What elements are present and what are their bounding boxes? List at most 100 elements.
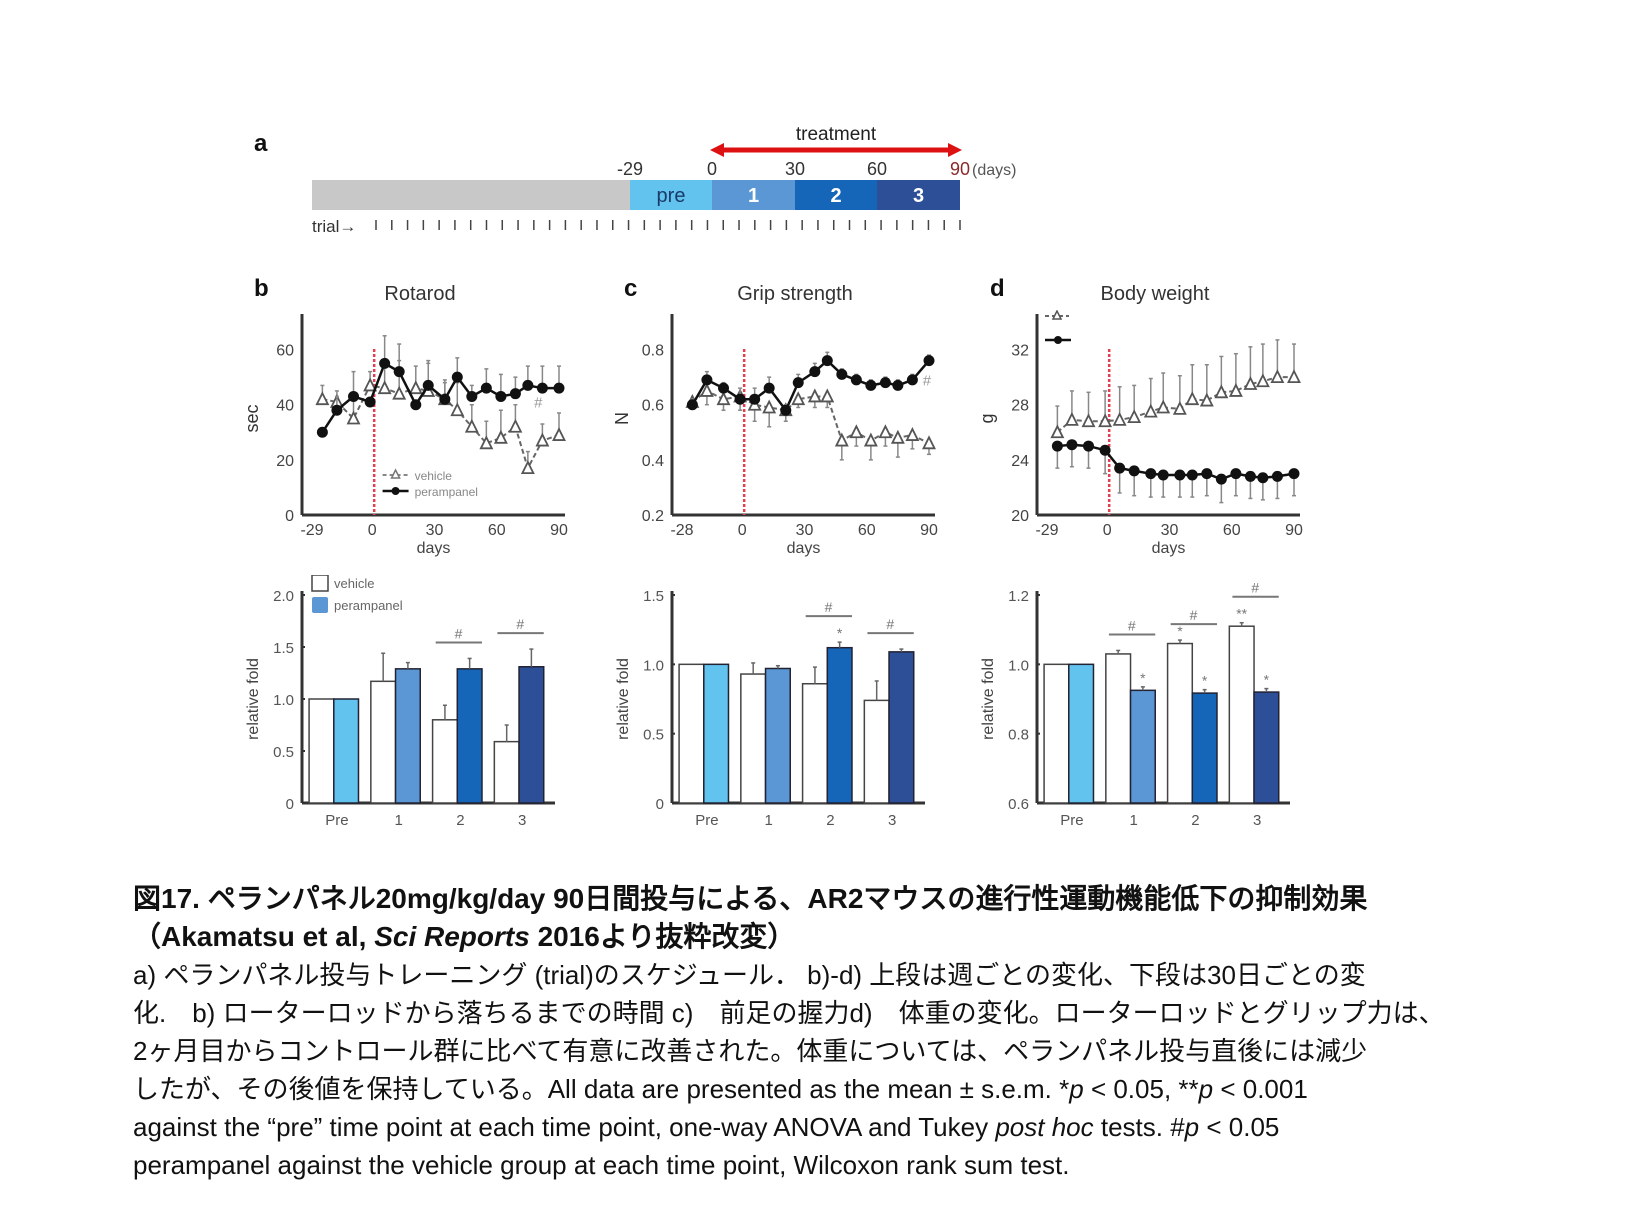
perampanel-bar [1129, 689, 1156, 804]
y-tick-label: 0.8 [642, 343, 664, 360]
perampanel-point [1083, 440, 1095, 452]
vehicle-point [1287, 369, 1301, 384]
vehicle-point [508, 418, 523, 433]
legend-perampanel-swatch [312, 597, 328, 613]
significance-mark: # [923, 372, 932, 389]
timeline-segment-label: 2 [830, 185, 841, 207]
treatment-label: treatment [796, 124, 877, 145]
x-tick-label: Pre [325, 812, 348, 829]
vehicle-point [346, 410, 361, 425]
x-tick-label: -29 [300, 522, 323, 539]
timeline-segment-1 [712, 180, 795, 210]
y-tick-label: 20 [1011, 508, 1029, 525]
significance-mark: # [516, 616, 524, 632]
perampanel-bar [1068, 663, 1095, 804]
vehicle-point [863, 432, 878, 447]
x-tick-label: 60 [1223, 522, 1241, 539]
vehicle-bar [863, 699, 890, 804]
y-tick-label: 0.4 [642, 453, 664, 470]
perampanel-bar [333, 698, 360, 804]
legend-perampanel-marker [1054, 336, 1062, 344]
y-tick-label: 0.5 [273, 744, 294, 761]
perampanel-point [1201, 468, 1213, 480]
y-tick-label: 0 [285, 508, 294, 525]
rotarod-bar-chart: 0 0.5 1.0 1.5 2.0 relative fold Pre 1 2 3 # # vehicl… [245, 575, 555, 829]
timeline-segment-label: 1 [748, 185, 759, 207]
star-mark: * [1140, 670, 1146, 686]
vehicle-point [392, 385, 407, 400]
y-tick-label: 1.0 [1008, 657, 1029, 674]
vehicle-point [890, 429, 905, 444]
perampanel-bar [456, 668, 483, 804]
caption-line-1: a) ペランパネル投与トレーニング (trial)のスケジュール． b)-d) … [133, 960, 1366, 990]
panel-a-letter: a [254, 130, 268, 157]
perampanel-point [1271, 470, 1283, 482]
perampanel-point [410, 399, 422, 411]
x-tick-label: 3 [518, 812, 526, 829]
vehicle-point [1172, 400, 1187, 415]
perampanel-point [718, 382, 730, 394]
x-tick-label: 0 [368, 522, 377, 539]
vehicle-point [820, 388, 835, 403]
star-mark: * [1177, 623, 1183, 639]
vehicle-point [493, 429, 508, 444]
y-tick-label: 24 [1011, 453, 1029, 470]
perampanel-bar [764, 667, 791, 804]
perampanel-point [809, 366, 821, 378]
perampanel-point [850, 374, 862, 386]
perampanel-bar [1191, 692, 1218, 804]
caption-title: 図17. ペランパネル20mg/kg/day 90日間投与による、AR2マウスの… [133, 883, 1368, 914]
vehicle-point [1199, 392, 1214, 407]
vehicle-point [479, 435, 494, 450]
vehicle-bar [493, 740, 520, 804]
perampanel-point [439, 393, 451, 405]
figure-caption: 図17. ペランパネル20mg/kg/day 90日間投与による、AR2マウスの… [133, 880, 1553, 1184]
y-tick-label: 1.5 [643, 588, 664, 605]
perampanel-point [780, 404, 792, 416]
caption-line-4c: < 0.001 [1213, 1074, 1308, 1104]
legend-perampanel-marker [391, 487, 400, 495]
vehicle-point [535, 432, 550, 447]
y-axis-label: N [612, 412, 632, 425]
y-tick-label: 40 [276, 398, 294, 415]
perampanel-bar [1253, 691, 1280, 804]
perampanel-point [316, 426, 328, 438]
vehicle-point [363, 377, 378, 392]
x-tick-label: 60 [858, 522, 876, 539]
perampanel-point [1114, 462, 1126, 474]
perampanel-point [1099, 444, 1111, 456]
y-axis-label: g [977, 413, 997, 423]
perampanel-point [836, 368, 848, 380]
caption-line-6: perampanel against the vehicle group at … [133, 1150, 1070, 1180]
vehicle-point [762, 399, 777, 414]
significance-mark: # [455, 625, 463, 641]
caption-line-4: したが、その後値を保持している。All data are presented a… [133, 1070, 1553, 1108]
y-tick-label: 1.0 [643, 657, 664, 674]
perampanel-point [1215, 473, 1227, 485]
treatment-arrow-left-head [710, 143, 724, 157]
vehicle-point [878, 424, 893, 439]
vehicle-point [716, 391, 731, 406]
x-tick-label: 30 [796, 522, 814, 539]
perampanel-point [923, 355, 935, 367]
caption-line-5b: tests. # [1093, 1112, 1185, 1142]
vehicle-bar [370, 680, 397, 804]
perampanel-point [379, 357, 391, 369]
timeline-tick-label: -29 [617, 159, 643, 179]
perampanel-point [701, 374, 713, 386]
caption-line-3: 2ヶ月目からコントロール群に比べて有意に改善された。体重については、ペランパネル… [133, 1036, 1368, 1066]
timeline-tick-label: 90 [950, 159, 970, 179]
caption-line-2: 化. b) ローターロッドから落ちるまでの時間 c) 前足の握力d) 体重の変化… [133, 998, 1445, 1028]
perampanel-point [393, 366, 405, 378]
vehicle-point [408, 380, 423, 395]
x-tick-label: 1 [1129, 812, 1137, 829]
x-tick-label: Pre [1060, 812, 1083, 829]
perampanel-point [1288, 468, 1300, 480]
x-axis-label: days [787, 540, 821, 557]
perampanel-point [1128, 465, 1140, 477]
caption-line-4b: < 0.05, ** [1083, 1074, 1199, 1104]
vehicle-bar [801, 682, 829, 804]
perampanel-point [1157, 469, 1169, 481]
p-symbol: p [1184, 1112, 1200, 1142]
